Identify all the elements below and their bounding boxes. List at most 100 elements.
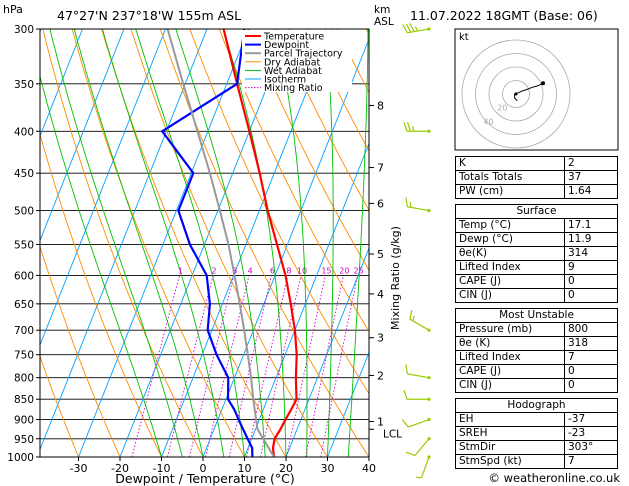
legend-entry: Parcel Trajectory (264, 49, 343, 60)
pressure-tick-label: 600 (14, 270, 34, 282)
mixing-ratio-line (286, 275, 326, 457)
index-value: 303° (564, 440, 618, 455)
temperature-tick-label: 40 (362, 462, 376, 475)
isotherm-line (40, 29, 83, 138)
pressure-tick-label: 950 (14, 434, 34, 446)
index-value: -23 (564, 426, 618, 441)
dry-adiabat-line (42, 29, 204, 457)
mixing-ratio-line (246, 275, 289, 457)
mixing-ratio-label: 10 (297, 266, 307, 275)
legend-entry: Isotherm (264, 75, 306, 86)
hodograph-ring (475, 53, 557, 135)
legend-entry: Wet Adiabat (264, 66, 322, 77)
wet-adiabat-line (175, 29, 266, 457)
wind-barb (401, 417, 431, 428)
isotherm-line (119, 29, 291, 457)
asl-label: ASL (374, 16, 394, 28)
height-tick-label: 1 (377, 416, 384, 429)
legend-entry: Temperature (263, 32, 324, 43)
mixing-ratio-labels: 1 2 3 4 6 8 10 15 20 25 (178, 266, 364, 275)
hodograph-endpoint (541, 81, 545, 86)
wind-barb (403, 122, 431, 133)
isotherm-line (285, 246, 369, 457)
height-tick-label: 4 (377, 288, 384, 301)
x-axis-title: Dewpoint / Temperature (°C) (115, 471, 294, 486)
index-label: CIN (J) (455, 288, 565, 303)
mixing-ratio-label: 2 (212, 266, 217, 275)
lcl-label: LCL (383, 428, 402, 440)
table-row: Lifted Index 7 (455, 350, 618, 365)
table-row: EH -37 (455, 412, 618, 427)
temperature-tick-label: 20 (279, 462, 293, 475)
sounding-profiles (160, 29, 298, 457)
pressure-tick-label: 500 (14, 206, 34, 218)
table-row: CAPE (J) 0 (455, 274, 618, 289)
mixing-ratio-line (131, 275, 180, 457)
dewpoint-line (160, 29, 254, 457)
table-row: CIN (J) 0 (455, 378, 618, 393)
mixing-ratio-line (228, 275, 272, 457)
dry-adiabat-line (248, 29, 369, 272)
hodograph-ring (461, 39, 571, 149)
dry-adiabat-line (159, 29, 369, 457)
isotherm-line (40, 29, 166, 347)
temperature-line (222, 29, 298, 457)
temperature-tick-label: 10 (238, 462, 252, 475)
mixing-ratio-label: 1 (178, 266, 183, 275)
dry-adiabat-line (40, 245, 121, 457)
pressure-tick-label: 800 (14, 373, 34, 385)
wind-barbs (401, 22, 431, 479)
table-row: CAPE (J) 0 (455, 364, 618, 379)
index-label: Lifted Index (455, 260, 565, 275)
mixing-ratio-label: 4 (248, 266, 253, 275)
table-row: PW (cm) 1.64 (455, 184, 618, 199)
index-label: StmDir (455, 440, 565, 455)
wet-adiabat-line (101, 29, 225, 457)
background-lines (40, 29, 369, 457)
table-row: CIN (J) 0 (455, 288, 618, 303)
index-value: 0 (564, 364, 618, 379)
pressure-tick-label: 450 (14, 168, 34, 180)
index-value: 0 (564, 288, 618, 303)
hodograph-ring-label: 40 (483, 117, 493, 126)
mixing-ratio-label: 15 (321, 266, 331, 275)
isotherm-line (161, 29, 332, 457)
pressure-tick-label: 850 (14, 394, 34, 406)
height-tick-label: 2 (377, 369, 384, 382)
index-label: Temp (°C) (455, 218, 565, 233)
pressure-tick-label: 350 (14, 79, 34, 91)
datetime-label: 11.07.2022 18GMT (Base: 06) (410, 8, 598, 23)
pressure-tick-label: 900 (14, 415, 34, 427)
temperature-tick-label: 0 (200, 462, 207, 475)
index-label: CIN (J) (455, 378, 565, 393)
index-label: θe(K) (455, 246, 565, 261)
height-tick-label: 8 (377, 99, 384, 112)
index-label: PW (cm) (455, 184, 565, 199)
mixing-ratio-line (188, 275, 235, 457)
table-row: StmSpd (kt) 7 (455, 454, 618, 469)
table-row: SREH -23 (455, 426, 618, 441)
hodograph-ring-label: 20 (497, 104, 507, 113)
legend-box (242, 30, 352, 92)
index-value: 17.1 (564, 218, 618, 233)
mixing-ratio-label: 25 (354, 266, 364, 275)
hodograph-frame (454, 28, 619, 151)
wet-adiabat-line (40, 74, 162, 457)
table-row: Temp (°C) 17.1 (455, 218, 618, 233)
index-value: -37 (564, 412, 618, 427)
dry-adiabat-line (40, 132, 162, 457)
index-label: StmSpd (kt) (455, 454, 565, 469)
index-value: 7 (564, 350, 618, 365)
hodograph-ring (502, 80, 530, 108)
y-unit-label: hPa (3, 3, 23, 16)
mixing-ratio-label: 6 (270, 266, 275, 275)
wind-barb (402, 22, 431, 34)
mixing-ratio-line (166, 275, 214, 457)
isotherm-line (40, 29, 125, 242)
wet-adiabat-line (347, 29, 369, 457)
legend-entry: Mixing Ratio (264, 83, 323, 94)
